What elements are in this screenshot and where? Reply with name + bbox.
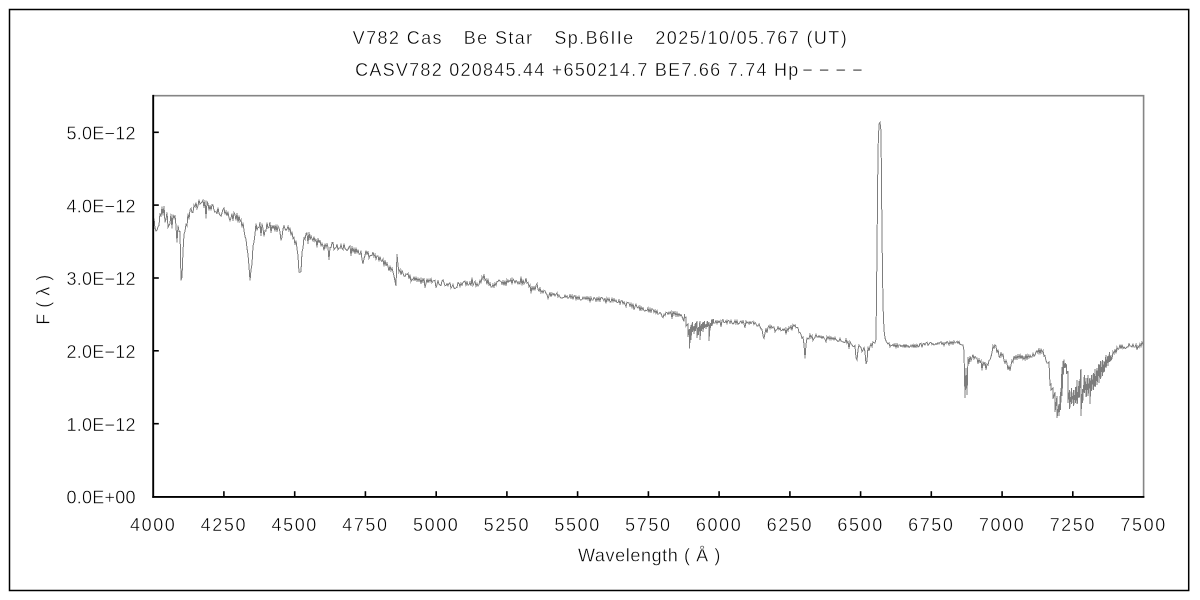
svg-text:Wavelength ( Å ): Wavelength ( Å ): [578, 545, 721, 565]
svg-text:7000: 7000: [979, 515, 1025, 535]
svg-text:5500: 5500: [554, 515, 600, 535]
svg-text:4000: 4000: [130, 515, 176, 535]
svg-text:V782 Cas Be Star Sp.B6IIe 2: V782 Cas Be Star Sp.B6IIe 2025/10/05.767…: [353, 28, 848, 48]
svg-text:5.0E−12: 5.0E−12: [66, 124, 135, 144]
svg-text:6500: 6500: [837, 515, 883, 535]
svg-text:5000: 5000: [413, 515, 459, 535]
svg-text:F(λ): F(λ): [34, 269, 54, 325]
svg-text:6000: 6000: [696, 515, 742, 535]
svg-text:6750: 6750: [908, 515, 954, 535]
svg-text:CASV782 020845.44 +650214.7 BE: CASV782 020845.44 +650214.7 BE7.66 7.74 …: [355, 60, 864, 80]
svg-text:4750: 4750: [342, 515, 388, 535]
svg-text:6250: 6250: [767, 515, 813, 535]
svg-text:0.0E+00: 0.0E+00: [66, 487, 135, 507]
svg-text:4.0E−12: 4.0E−12: [66, 196, 135, 216]
svg-text:5750: 5750: [625, 515, 671, 535]
svg-text:4500: 4500: [271, 515, 317, 535]
svg-text:3.0E−12: 3.0E−12: [66, 269, 135, 289]
svg-text:7500: 7500: [1120, 515, 1166, 535]
svg-text:7250: 7250: [1050, 515, 1096, 535]
svg-text:1.0E−12: 1.0E−12: [66, 415, 135, 435]
svg-text:2.0E−12: 2.0E−12: [66, 342, 135, 362]
svg-text:5250: 5250: [484, 515, 530, 535]
svg-text:4250: 4250: [201, 515, 247, 535]
